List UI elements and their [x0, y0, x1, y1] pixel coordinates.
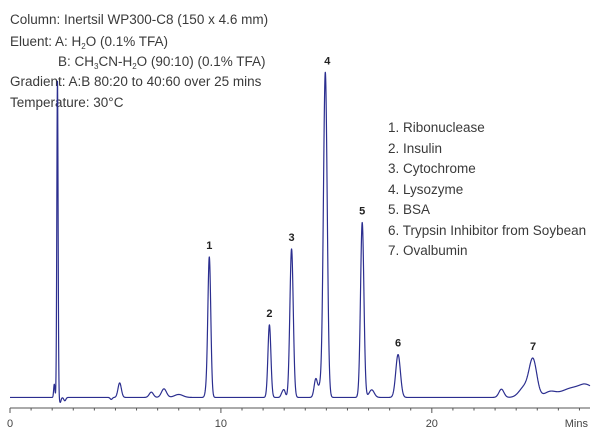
eluent-b-subscript-2: 2	[132, 62, 137, 71]
conditions-block: Column: Inertsil WP300-C8 (150 x 4.6 mm)…	[10, 12, 268, 110]
eluent-a-prefix: Eluent: A: H	[10, 34, 81, 49]
peak-label-7: 7	[530, 341, 536, 353]
eluent-a-text: Eluent: A: H2O (0.1% TFA)	[10, 34, 168, 51]
peak-labels: 1 2 3 4 5 6 7	[206, 55, 536, 353]
legend-item-cytochrome: 3. Cytochrome	[388, 161, 476, 176]
legend-item-trypsin-inhibitor: 6. Trypsin Inhibitor from Soybean	[388, 223, 586, 238]
peak-label-1: 1	[206, 240, 212, 252]
peak-label-4: 4	[324, 55, 331, 67]
x-tick-label: 20	[426, 418, 438, 430]
eluent-a-subscript: 2	[81, 42, 86, 51]
chromatogram-trace	[9, 71, 591, 403]
eluent-b-suffix: O (90:10) (0.1% TFA)	[137, 54, 266, 69]
legend-item-lysozyme: 4. Lysozyme	[388, 182, 463, 197]
eluent-b-prefix: B: CH	[58, 54, 94, 69]
legend-item-ribonuclease: 1. Ribonuclease	[388, 120, 485, 135]
eluent-b-mid: CN-H	[98, 54, 132, 69]
x-tick-label: 10	[215, 418, 227, 430]
temperature-text: Temperature: 30°C	[10, 95, 124, 110]
peak-label-5: 5	[359, 206, 365, 218]
legend-item-bsa: 5. BSA	[388, 202, 430, 217]
peak-label-2: 2	[266, 308, 272, 320]
x-tick-label: 0	[7, 418, 13, 430]
gradient-text: Gradient: A:B 80:20 to 40:60 over 25 min…	[10, 74, 262, 89]
x-unit-label: Mins	[565, 418, 589, 430]
peak-label-3: 3	[289, 232, 295, 244]
eluent-a-suffix: O (0.1% TFA)	[86, 34, 168, 49]
legend-item-ovalbumin: 7. Ovalbumin	[388, 243, 468, 258]
peak-legend: 1. Ribonuclease 2. Insulin 3. Cytochrome…	[388, 120, 586, 258]
x-axis: 0 10 20 Mins	[7, 407, 590, 430]
column-text: Column: Inertsil WP300-C8 (150 x 4.6 mm)	[10, 12, 268, 27]
eluent-b-text: B: CH3CN-H2O (90:10) (0.1% TFA)	[58, 54, 265, 71]
eluent-b-subscript-1: 3	[94, 62, 99, 71]
peak-label-6: 6	[395, 338, 401, 350]
legend-item-insulin: 2. Insulin	[388, 141, 442, 156]
